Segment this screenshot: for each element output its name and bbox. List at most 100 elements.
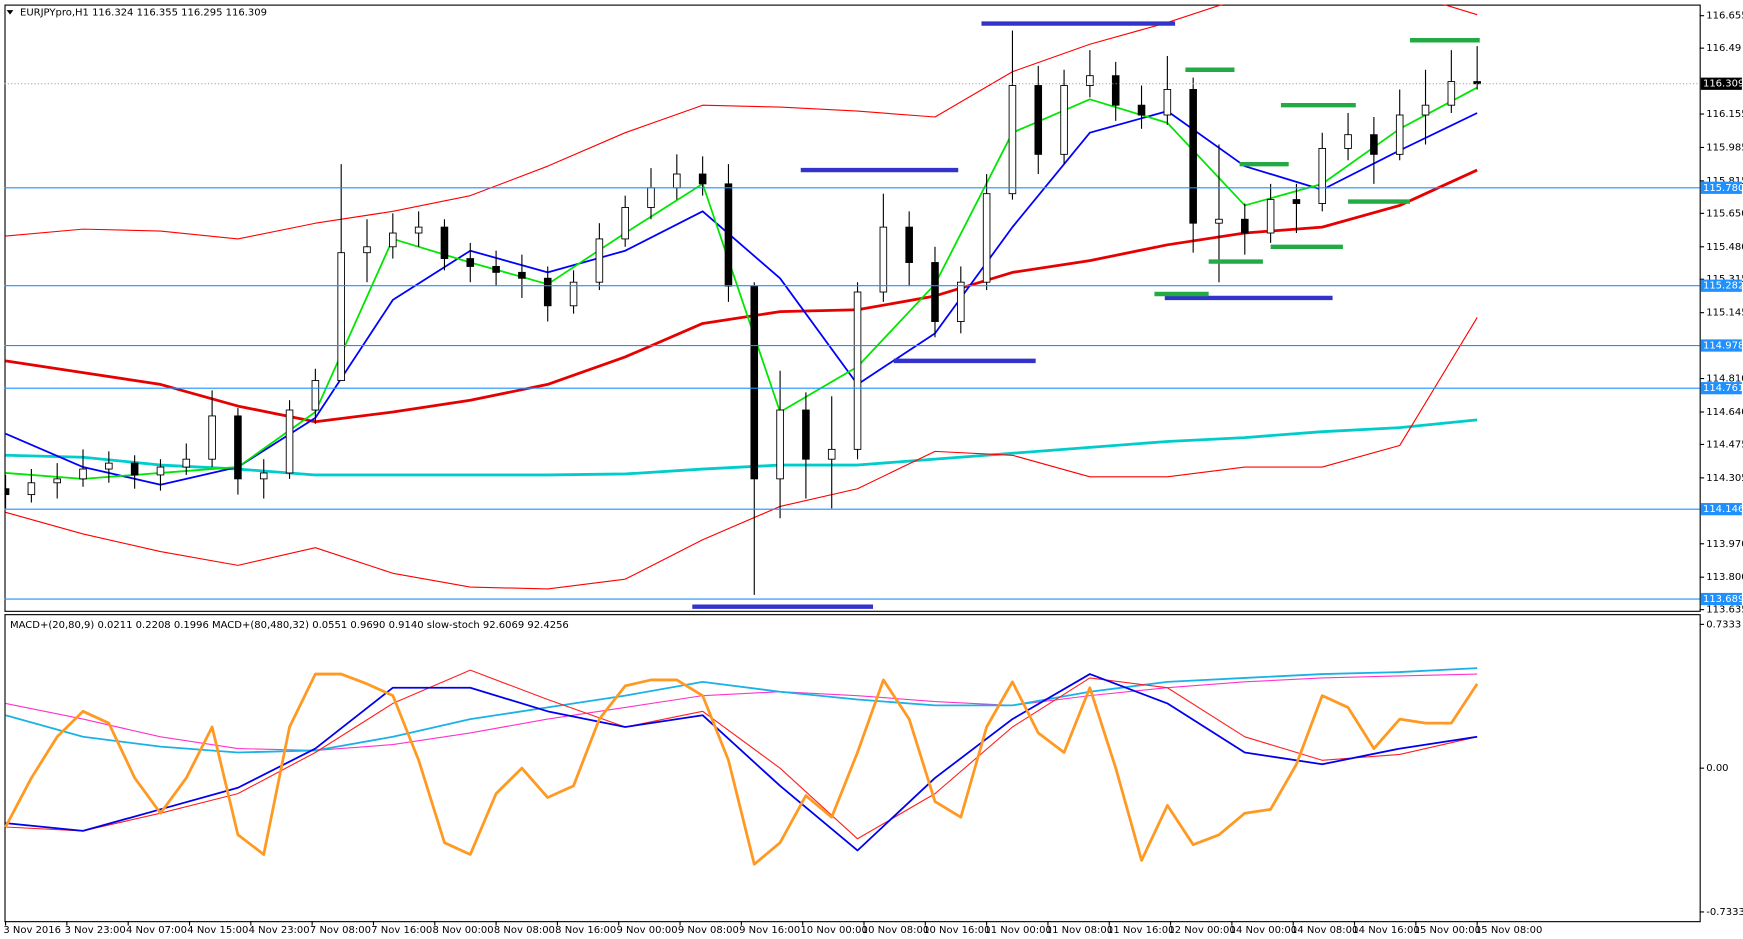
main-plot (4, 4, 1700, 609)
level-label-box (1700, 503, 1742, 516)
candle-body (1292, 199, 1301, 204)
candle-body (827, 448, 836, 460)
indicator-line (5, 669, 1478, 840)
level-label-box (1700, 339, 1742, 352)
candle-body (982, 193, 991, 283)
candle-body (802, 409, 810, 460)
candle-body (105, 462, 113, 470)
x-tick-label: 9 Nov 00:00 (617, 925, 678, 936)
candle-body (182, 458, 191, 468)
candle-body (776, 409, 784, 480)
candle-body (389, 232, 397, 248)
y-tick-label: 115.650 (1706, 208, 1743, 219)
candle-body (931, 262, 939, 322)
x-tick-label: 8 Nov 00:00 (433, 925, 494, 936)
y-tick-label: 115.145 (1706, 308, 1743, 319)
x-tick-label: 8 Nov 16:00 (555, 925, 616, 936)
candle-body (79, 468, 87, 480)
level-label-box (1700, 279, 1742, 292)
level-label: 113.689 (1703, 594, 1743, 605)
level-label: 114.978 (1703, 341, 1743, 352)
candle-body (750, 285, 759, 480)
candle-body (311, 380, 320, 411)
candle-body (1060, 85, 1068, 155)
candle-body (905, 226, 913, 263)
indicator-line (5, 418, 1478, 477)
candle-body (285, 409, 294, 474)
indicator-line (5, 168, 1478, 424)
y-tick-label: 114.475 (1706, 439, 1743, 450)
candle-body (1241, 218, 1249, 234)
y-tick-label: 114.810 (1706, 374, 1743, 385)
candle-body (440, 226, 449, 260)
y-tick-label: 114.305 (1706, 473, 1743, 484)
candle-body (1421, 104, 1430, 116)
x-tick-label: 9 Nov 16:00 (739, 925, 800, 936)
level-label-box (1700, 592, 1742, 606)
x-tick-label: 11 Nov 16:00 (1107, 925, 1174, 936)
y-tick-label: 113.800 (1706, 572, 1743, 583)
y-tick-label: 115.480 (1706, 242, 1743, 253)
x-tick-label: 14 Nov 00:00 (1230, 925, 1297, 936)
candle-body (1318, 148, 1327, 204)
last-price-box (1700, 77, 1742, 90)
candle-body (234, 415, 242, 480)
candle-body (208, 415, 216, 460)
indicator-line (5, 4, 1478, 240)
candle-body (621, 207, 629, 240)
y-tick-label: 116.49 (1706, 43, 1741, 54)
x-tick-label: 14 Nov 16:00 (1352, 925, 1419, 936)
y-tick-label: 0.00 (1706, 763, 1728, 774)
y-tick-label: 115.985 (1706, 142, 1743, 153)
candle-body (363, 246, 371, 254)
y-tick-label: 115.815 (1706, 176, 1743, 187)
candle-body (957, 281, 965, 322)
candle-body (673, 173, 681, 189)
candle-body (1008, 85, 1017, 195)
indicator-line (5, 317, 1478, 590)
header-arrow (6, 10, 14, 15)
x-tick-label: 3 Nov 23:00 (65, 925, 126, 936)
y-tick-label: 113.635 (1706, 605, 1743, 616)
x-tick-label: 15 Nov 08:00 (1475, 925, 1542, 936)
candle-body (414, 226, 423, 234)
candle-body (724, 183, 733, 287)
level-label: 114.761 (1703, 383, 1743, 394)
level-label: 115.282 (1703, 281, 1743, 292)
candle-body (647, 187, 655, 208)
candle-body (1163, 89, 1172, 116)
x-tick-label: 10 Nov 00:00 (800, 925, 867, 936)
x-tick-label: 10 Nov 16:00 (923, 925, 990, 936)
y-tick-label: 0.7333 (1706, 619, 1741, 630)
x-tick-label: 7 Nov 16:00 (371, 925, 432, 936)
indicator-line (5, 86, 1478, 480)
x-tick-label: 4 Nov 23:00 (249, 925, 310, 936)
x-tick-label: 4 Nov 07:00 (126, 925, 187, 936)
y-tick-label: 113.970 (1706, 539, 1743, 550)
last-price-label: 116.309 (1703, 79, 1743, 90)
level-label-box (1700, 382, 1742, 395)
x-tick-label: 15 Nov 00:00 (1414, 925, 1481, 936)
candle-body (1137, 104, 1146, 116)
candle-body (259, 472, 268, 480)
candle-body (4, 488, 10, 496)
x-tick-label: 4 Nov 15:00 (187, 925, 248, 936)
x-tick-label: 7 Nov 08:00 (310, 925, 371, 936)
candle-body (879, 226, 888, 293)
candle-body (1086, 75, 1094, 86)
candle-body (853, 291, 862, 450)
x-tick-label: 11 Nov 08:00 (1046, 925, 1113, 936)
x-tick-label: 12 Nov 00:00 (1168, 925, 1235, 936)
candle-body (1215, 218, 1223, 224)
candle-body (1189, 89, 1197, 224)
level-label: 114.146 (1703, 504, 1743, 515)
y-tick-label: 114.640 (1706, 407, 1743, 418)
indicator-plot (4, 667, 1479, 866)
candle-body (698, 173, 707, 185)
indicator-line (5, 673, 1478, 752)
candle-body (518, 271, 526, 279)
candle-body (1370, 134, 1378, 155)
candle-body (1266, 199, 1275, 234)
y-tick-label: -0.7333 (1706, 907, 1743, 918)
